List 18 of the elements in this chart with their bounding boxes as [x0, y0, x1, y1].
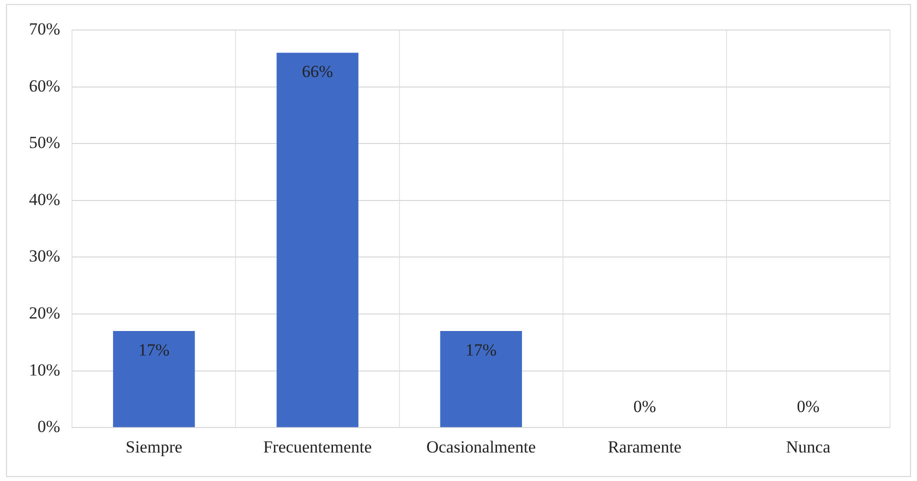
data-label: 0% — [796, 397, 820, 416]
x-tick-label: Raramente — [608, 437, 682, 456]
x-tick-label: Ocasionalmente — [426, 437, 536, 456]
data-label: 0% — [633, 397, 656, 416]
y-tick-label: 70% — [28, 19, 60, 38]
data-label: 17% — [138, 340, 170, 360]
data-label: 66% — [302, 62, 334, 82]
x-tick-label: Frecuentemente — [263, 437, 372, 456]
y-tick-label: 50% — [28, 133, 60, 152]
y-tick-label: 10% — [28, 360, 60, 380]
y-tick-label: 0% — [37, 417, 60, 436]
y-tick-label: 30% — [28, 246, 60, 266]
x-tick-label: Nunca — [786, 437, 831, 456]
y-tick-label: 20% — [28, 303, 60, 322]
y-tick-label: 40% — [28, 190, 60, 209]
x-tick-label: Siempre — [126, 437, 182, 456]
data-label: 17% — [465, 340, 497, 360]
y-tick-label: 60% — [28, 76, 60, 96]
